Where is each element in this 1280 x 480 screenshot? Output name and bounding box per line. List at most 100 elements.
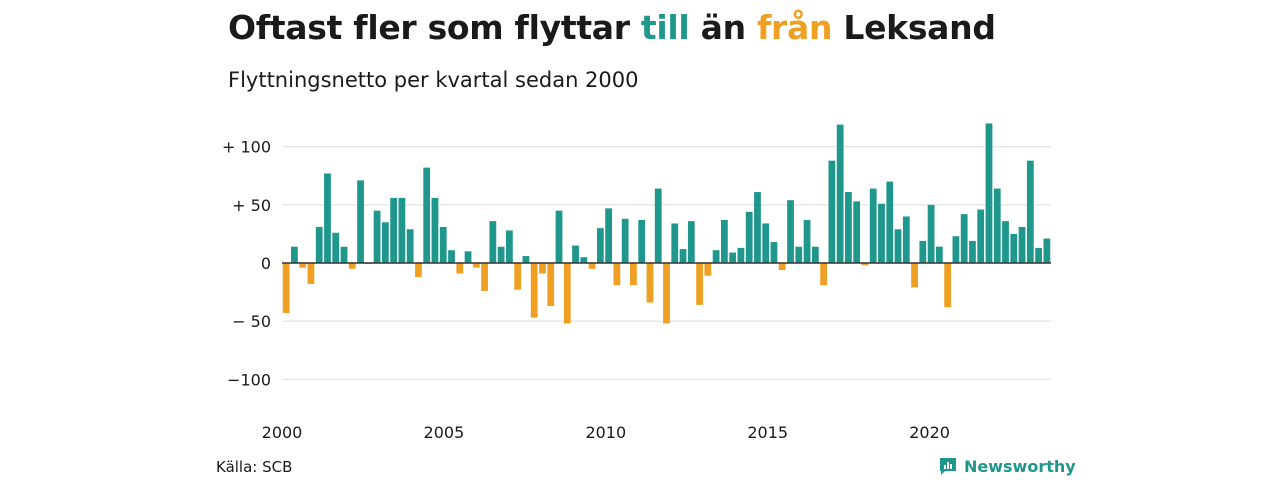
bar [696,263,703,305]
bar [580,257,588,263]
bar [439,226,447,263]
title-middle: än [689,8,757,47]
brand-logo[interactable]: Newsworthy [938,456,1076,476]
bar [654,188,662,263]
bar [737,247,745,263]
bar [1018,226,1026,263]
bar [845,192,852,263]
x-tick-label: 2000 [262,423,303,442]
bar [563,263,571,324]
bar [398,197,406,263]
bar [687,221,695,263]
bar [770,242,778,263]
bars-layer [282,123,1051,324]
bar [423,167,431,263]
bar [927,204,935,263]
bar [547,263,555,307]
bar [324,173,331,263]
bar [605,208,613,263]
bar [754,192,761,263]
bar [514,263,522,290]
bar [869,188,877,263]
bar [630,263,637,286]
bar [977,209,985,263]
bar [489,221,497,263]
y-tick-label: −100 [227,370,271,389]
bar [993,188,1001,263]
title-prefix: Oftast fler som flyttar [228,8,641,47]
bar [646,263,654,303]
bar [919,240,927,263]
bar [1026,160,1034,263]
bar [729,252,737,263]
bar [778,263,786,270]
bar [613,263,621,286]
bar [299,263,307,268]
bar [282,263,290,314]
bar [390,197,398,263]
title-word-in: till [640,8,690,47]
bar [315,226,323,263]
chart-title: Oftast fler som flyttar till än från Lek… [228,8,996,47]
y-tick-label: − 50 [232,312,271,331]
bar [935,246,943,263]
bar [431,197,439,263]
bar [1002,221,1009,263]
bar [1010,233,1018,263]
bar [373,210,381,263]
bar [530,263,538,318]
bar [307,263,315,284]
bar [704,263,712,276]
bar [481,263,488,291]
bar [803,219,811,263]
source-note: Källa: SCB [216,458,293,476]
bar [712,250,720,263]
bar [745,211,753,263]
bar [671,223,679,263]
bar [886,181,894,263]
bar [894,229,902,263]
bar [596,228,604,263]
bar [679,249,687,263]
bar [811,246,819,263]
y-tick-label: + 100 [222,138,271,157]
brand-name: Newsworthy [964,456,1076,476]
bar [663,263,670,324]
bar [472,263,480,268]
bar [332,232,340,263]
bar [638,219,646,263]
bar [555,210,563,263]
bar [1043,238,1051,263]
bar [762,223,770,263]
bar [911,263,918,288]
x-tick-label: 2010 [585,423,626,442]
bar [497,246,505,263]
bar [340,246,348,263]
bar [415,263,422,277]
bar [588,263,596,269]
bar [522,256,530,263]
bar [853,201,861,263]
bar [348,263,356,269]
bar [291,246,298,263]
bar [456,263,464,274]
bar [960,214,968,263]
bar [861,263,869,266]
bar [952,236,960,263]
bar [828,160,836,263]
bar [406,229,414,263]
x-tick-label: 2015 [747,423,788,442]
bar [969,240,976,263]
bar [506,230,513,263]
y-tick-label: + 50 [232,196,271,215]
bar [572,245,579,263]
bar [985,123,993,263]
bar [464,251,472,263]
x-tick-label: 2005 [424,423,465,442]
bar [381,222,389,263]
bar [878,203,885,263]
bar [1035,247,1042,263]
bar [720,219,728,263]
chart-subtitle: Flyttningsnetto per kvartal sedan 2000 [228,68,639,92]
